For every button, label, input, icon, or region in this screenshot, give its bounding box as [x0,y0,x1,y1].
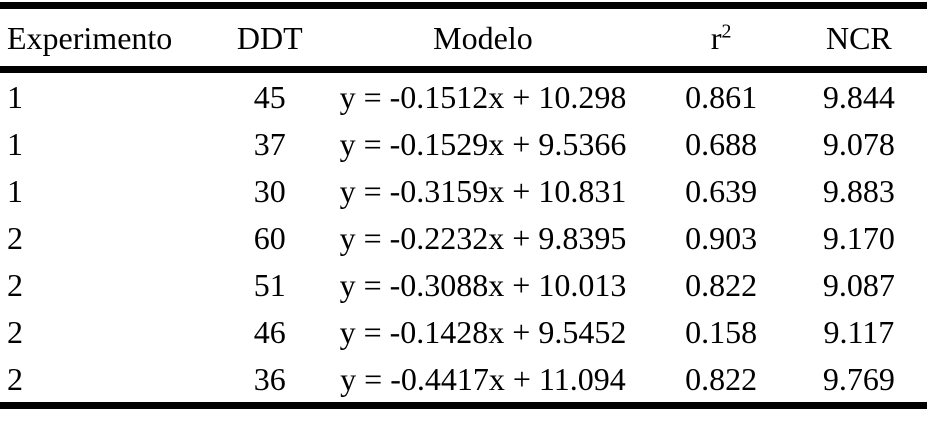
table-row: 1 45 y = -0.1512x + 10.298 0.861 9.844 [0,70,927,121]
cell-ncr: 9.769 [822,360,895,397]
cell-modelo: y = -0.1512x + 10.298 [339,78,627,115]
cell-modelo: y = -0.3088x + 10.013 [339,266,627,303]
cell-r2: 0.639 [685,172,758,209]
cell-ncr: 9.170 [822,219,895,256]
cell-ddt: 36 [253,360,286,397]
cell-r2: 0.822 [685,266,758,303]
cell-ddt: 46 [253,313,286,350]
r2-superscript: 2 [721,19,732,42]
cell-ddt: 45 [253,78,286,115]
cell-r2: 0.861 [685,78,758,115]
cell-modelo: y = -0.4417x + 11.094 [340,360,626,397]
cell-ncr: 9.078 [822,125,895,162]
table-row: 2 60 y = -0.2232x + 9.8395 0.903 9.170 [0,214,927,261]
cell-modelo: y = -0.3159x + 10.831 [339,172,627,209]
cell-ddt: 51 [253,266,286,303]
cell-experimento: 2 [7,219,23,256]
cell-r2: 0.158 [685,313,758,350]
cell-ddt: 30 [253,172,286,209]
cell-experimento: 2 [7,266,23,303]
cell-experimento: 1 [7,172,23,209]
table-row: 2 51 y = -0.3088x + 10.013 0.822 9.087 [0,261,927,308]
cell-r2: 0.822 [685,360,758,397]
cell-ncr: 9.883 [822,172,895,209]
table-row: 2 46 y = -0.1428x + 9.5452 0.158 9.117 [0,308,927,355]
table-body: 1 45 y = -0.1512x + 10.298 0.861 9.844 1… [0,70,927,406]
r2-base: r [710,19,722,56]
cell-experimento: 1 [7,78,23,115]
col-header-modelo: Modelo [314,5,652,73]
cell-ncr: 9.844 [822,78,895,115]
table-row: 1 30 y = -0.3159x + 10.831 0.639 9.883 [0,167,927,214]
cell-modelo: y = -0.2232x + 9.8395 [339,219,627,256]
cell-experimento: 1 [7,125,23,162]
results-table: Experimento DDT Modelo r2 NCR 1 45 y = -… [0,2,927,409]
cell-r2: 0.903 [685,219,758,256]
col-header-ddt: DDT [225,5,315,73]
cell-experimento: 2 [7,360,23,397]
col-header-experimento: Experimento [0,5,226,73]
cell-ncr: 9.117 [823,313,895,350]
cell-ddt: 60 [253,219,286,256]
cell-ddt: 37 [253,125,286,162]
col-header-ncr: NCR [790,5,927,73]
cell-experimento: 2 [7,313,23,350]
cell-modelo: y = -0.1529x + 9.5366 [339,125,627,162]
cell-modelo: y = -0.1428x + 9.5452 [339,313,627,350]
col-header-r2: r2 [651,5,791,73]
cell-ncr: 9.087 [822,266,895,303]
header-row: Experimento DDT Modelo r2 NCR [0,5,927,73]
table-row: 1 37 y = -0.1529x + 9.5366 0.688 9.078 [0,120,927,167]
table-header: Experimento DDT Modelo r2 NCR [0,5,927,73]
table-row: 2 36 y = -0.4417x + 11.094 0.822 9.769 [0,355,927,406]
cell-r2: 0.688 [685,125,758,162]
